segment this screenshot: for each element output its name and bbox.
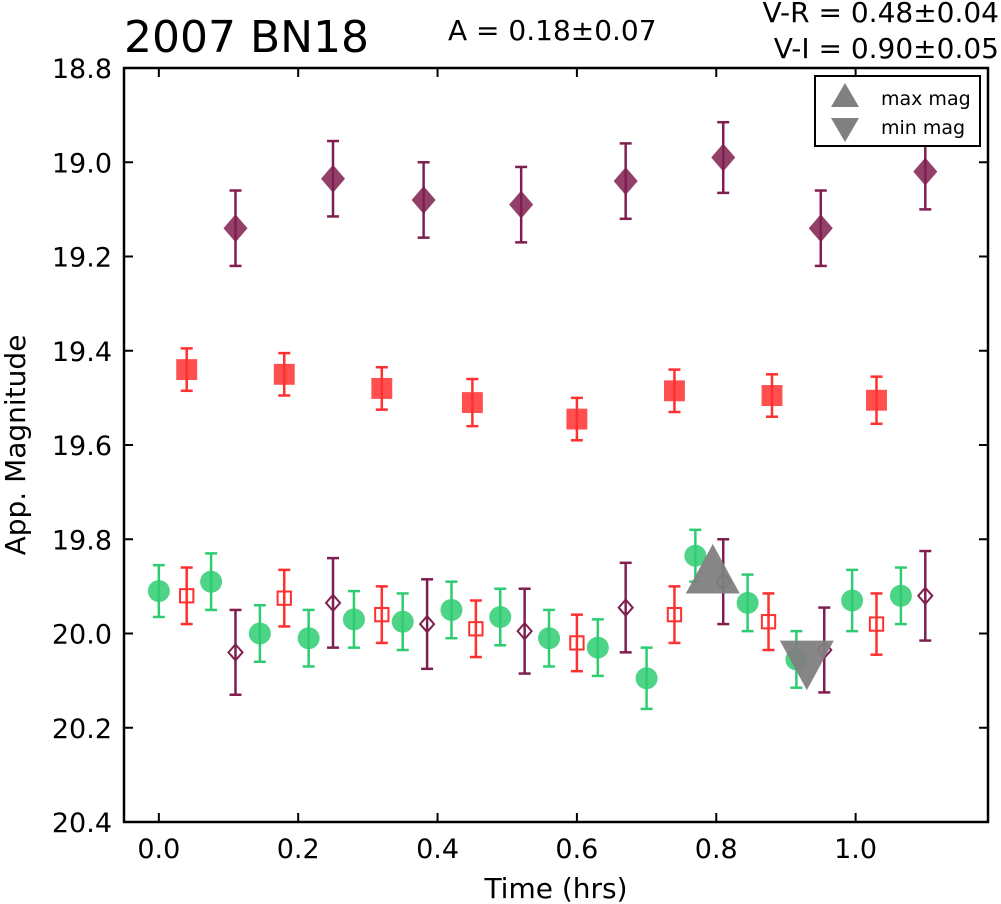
data-point bbox=[489, 606, 512, 629]
legend-label: min mag bbox=[881, 117, 965, 139]
data-point bbox=[176, 359, 198, 381]
data-point bbox=[916, 586, 934, 606]
data-point bbox=[200, 570, 223, 593]
data-point bbox=[866, 389, 887, 411]
data-point bbox=[761, 385, 783, 406]
x-tick-label: 0.2 bbox=[277, 834, 320, 865]
data-point bbox=[538, 627, 561, 650]
color-vr-label: V-R = 0.48±0.04 bbox=[762, 0, 999, 29]
annotation-layer bbox=[685, 543, 834, 691]
x-tick-label: 0.0 bbox=[137, 834, 180, 865]
data-point bbox=[418, 614, 436, 634]
amplitude-label: A = 0.18±0.07 bbox=[448, 14, 657, 47]
data-point bbox=[566, 408, 588, 430]
data-point bbox=[736, 591, 759, 614]
data-point bbox=[509, 190, 534, 219]
data-point bbox=[248, 622, 271, 645]
y-tick-label: 19.0 bbox=[52, 148, 112, 179]
data-point bbox=[411, 185, 436, 214]
data-point bbox=[461, 392, 483, 414]
data-point bbox=[868, 616, 885, 632]
x-tick-label: 1.0 bbox=[834, 834, 877, 865]
data-point bbox=[684, 544, 707, 567]
y-tick-label: 18.8 bbox=[52, 54, 112, 85]
x-axis-label: Time (hrs) bbox=[483, 872, 627, 904]
y-tick-label: 20.0 bbox=[52, 620, 112, 651]
legend-label: max mag bbox=[881, 88, 971, 110]
data-point bbox=[297, 627, 320, 650]
data-point bbox=[613, 167, 638, 196]
header-title: 2007 BN18 bbox=[124, 12, 370, 63]
data-point bbox=[808, 214, 833, 243]
data-point bbox=[276, 590, 292, 606]
data-point bbox=[440, 598, 463, 621]
y-axis-label: App. Magnitude bbox=[0, 335, 32, 556]
series-1 bbox=[176, 347, 887, 442]
data-point bbox=[841, 589, 864, 612]
data-point bbox=[889, 584, 912, 607]
data-point bbox=[227, 642, 244, 662]
y-tick-label: 19.2 bbox=[52, 243, 112, 274]
data-point bbox=[516, 621, 533, 641]
data-point bbox=[342, 608, 365, 631]
plot-background bbox=[124, 68, 988, 822]
legend-max-icon bbox=[831, 83, 859, 107]
series-3 bbox=[179, 566, 885, 673]
max-mag-marker bbox=[685, 543, 740, 594]
data-point bbox=[374, 607, 390, 623]
y-tick-label: 20.4 bbox=[52, 808, 112, 839]
series-2 bbox=[147, 528, 912, 711]
legend-min-icon bbox=[831, 118, 859, 142]
x-tick-label: 0.4 bbox=[416, 834, 459, 865]
y-tick-label: 19.4 bbox=[52, 337, 112, 368]
data-point bbox=[321, 164, 346, 193]
legend: max mag min mag bbox=[814, 75, 981, 147]
data-point bbox=[147, 580, 170, 603]
data-point bbox=[586, 636, 609, 659]
y-tick-label: 20.2 bbox=[52, 714, 112, 745]
y-tick-label: 19.6 bbox=[52, 431, 112, 462]
data-point bbox=[468, 621, 484, 637]
x-tick-label: 0.8 bbox=[695, 834, 738, 865]
data-point bbox=[711, 143, 736, 172]
min-mag-marker bbox=[779, 640, 834, 691]
data-point bbox=[223, 214, 248, 243]
data-point bbox=[273, 363, 295, 385]
data-point bbox=[324, 593, 342, 613]
data-point bbox=[666, 607, 683, 623]
plot-area bbox=[124, 68, 988, 822]
data-point bbox=[760, 614, 777, 630]
data-point bbox=[664, 380, 685, 402]
x-tick-label: 0.6 bbox=[555, 834, 598, 865]
data-point bbox=[371, 378, 393, 399]
data-point bbox=[913, 157, 938, 186]
y-tick-label: 19.8 bbox=[52, 525, 112, 556]
data-point bbox=[635, 667, 658, 690]
data-point bbox=[391, 610, 414, 633]
color-vi-label: V-I = 0.90±0.05 bbox=[773, 32, 999, 65]
axes-layer: 0.0 0.2 0.4 0.6 0.8 1.0 18.8 19.0 19.2 19.4 19.6 19… bbox=[0, 54, 990, 904]
data-point bbox=[569, 635, 585, 651]
data-point bbox=[179, 588, 195, 604]
data-point bbox=[617, 598, 635, 618]
